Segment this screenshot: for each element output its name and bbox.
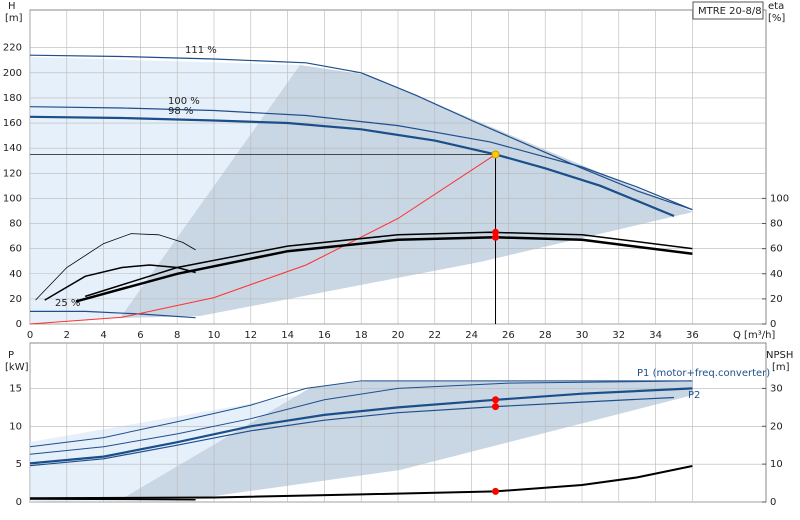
- y2-tick-label: 20: [770, 421, 783, 432]
- y-tick-label: 180: [3, 93, 22, 104]
- curve-label: P1 (motor+freq.converter): [637, 368, 770, 379]
- x-tick-label: 8: [174, 330, 180, 341]
- curve: [35, 233, 196, 301]
- y2-tick-label: 80: [770, 219, 783, 230]
- curve: [29, 380, 693, 448]
- y2-tick-label: 0: [770, 497, 776, 508]
- x-tick-label: 22: [428, 330, 441, 341]
- x-tick-label: 2: [64, 330, 70, 341]
- title-box: [692, 1, 764, 20]
- y2-tick-label: 10: [770, 459, 783, 470]
- y-unit: [kW]: [5, 362, 29, 373]
- y-tick-label: 40: [9, 269, 22, 280]
- y-tick-label: 0: [16, 497, 22, 508]
- range-light: [30, 57, 300, 324]
- x-tick-label: 32: [612, 330, 625, 341]
- x-tick-label: 28: [539, 330, 552, 341]
- y-tick-label: 120: [3, 168, 22, 179]
- curve: [29, 153, 496, 325]
- y-tick-label: 100: [3, 193, 22, 204]
- curve-label: 100 %: [168, 96, 200, 107]
- y-tick-label: 20: [9, 294, 22, 305]
- x-tick-label: 36: [686, 330, 699, 341]
- x-tick-label: 4: [100, 330, 106, 341]
- y-tick-label: 200: [3, 68, 22, 79]
- duty-point: [492, 403, 500, 411]
- duty-point: [492, 233, 500, 241]
- y2-tick-label: 0: [770, 319, 776, 330]
- x-tick-label: 10: [208, 330, 221, 341]
- y2-unit: [m]: [772, 362, 790, 373]
- x-tick-label: 14: [281, 330, 294, 341]
- x-tick-label: 34: [649, 330, 662, 341]
- y2-tick-label: 30: [770, 383, 783, 394]
- y-tick-label: 0: [16, 319, 22, 330]
- curve-label: 25 %: [55, 298, 80, 309]
- curve: [75, 236, 693, 303]
- y2-tick-label: 40: [770, 269, 783, 280]
- curve: [29, 115, 675, 218]
- curve: [29, 387, 693, 465]
- range-dark: [120, 65, 693, 318]
- x-tick-label: 30: [576, 330, 589, 341]
- curve: [44, 264, 196, 301]
- x-label: Q [m³/h]: [733, 330, 775, 341]
- y-tick-label: 220: [3, 43, 22, 54]
- y2-tick-label: 20: [770, 294, 783, 305]
- x-tick-label: 18: [355, 330, 368, 341]
- duty-point: [491, 150, 500, 159]
- y-label: P: [8, 350, 14, 361]
- y-tick-label: 15: [9, 383, 22, 394]
- curve: [30, 310, 196, 319]
- y2-tick-label: 60: [770, 244, 783, 255]
- x-tick-label: 16: [318, 330, 331, 341]
- x-tick-label: 0: [27, 330, 33, 341]
- layer: 0 2 4 6 8 10 12 14 16 18 20 22 24 26 28 30 32 34 360204060…: [3, 10, 789, 508]
- x-tick-label: 6: [137, 330, 143, 341]
- x-tick-label: 20: [392, 330, 405, 341]
- curve-label: 111 %: [185, 45, 217, 56]
- duty-point: [492, 396, 500, 404]
- y-tick-label: 10: [9, 421, 22, 432]
- curve: [29, 498, 196, 501]
- duty-point: [492, 228, 500, 236]
- y2-label: eta: [768, 1, 784, 12]
- curve: [29, 396, 675, 467]
- curve: [29, 380, 693, 455]
- range-light: [30, 395, 300, 502]
- y-tick-label: 140: [3, 143, 22, 154]
- y2-unit: [%]: [768, 13, 785, 24]
- x-tick-label: 24: [465, 330, 478, 341]
- curve: [29, 106, 693, 211]
- y-tick-label: 80: [9, 219, 22, 230]
- duty-point: [492, 487, 500, 495]
- y-tick-label: 60: [9, 244, 22, 255]
- y2-tick-label: 100: [770, 193, 789, 204]
- curve-label: P2: [688, 390, 700, 401]
- y-tick-label: 5: [16, 459, 22, 470]
- x-tick-label: 12: [244, 330, 257, 341]
- chart-title: MTRE 20-8/8: [698, 6, 762, 17]
- range-dark: [120, 381, 693, 500]
- y2-label: NPSH: [766, 350, 793, 361]
- y-label: H: [8, 1, 16, 12]
- y-tick-label: 160: [3, 118, 22, 129]
- y-unit: [m]: [5, 13, 23, 24]
- curve: [29, 54, 693, 211]
- curve-label: 98 %: [168, 106, 193, 117]
- x-tick-label: 26: [502, 330, 515, 341]
